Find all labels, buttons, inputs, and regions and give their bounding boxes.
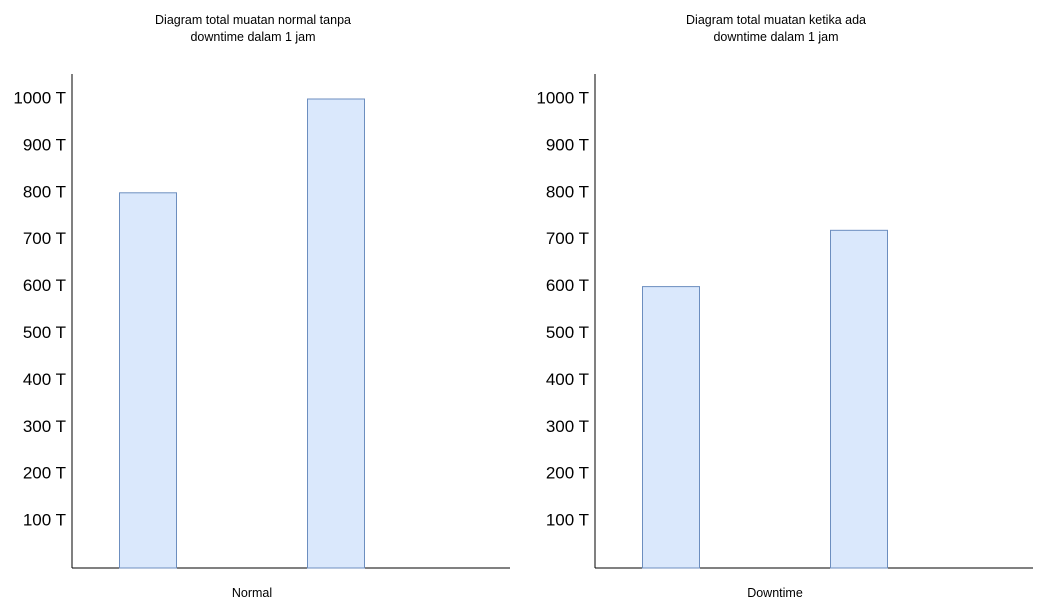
y-tick-label: 300 T	[546, 417, 589, 436]
chart-normal: Diagram total muatan normal tanpa downti…	[13, 13, 510, 600]
y-tick-label: 900 T	[546, 135, 589, 154]
chart-canvas: 100 T 200 T 300 T 400 T 500 T 600 T 700 T 800 T…	[536, 74, 1033, 600]
y-tick-label: 800 T	[23, 182, 66, 201]
chart-title: Diagram total muatan normal tanpa downti…	[155, 13, 351, 44]
y-tick-label: 200 T	[23, 464, 66, 483]
y-tick-label: 100 T	[23, 511, 66, 530]
bar	[830, 229, 888, 569]
y-tick-label: 500 T	[23, 323, 66, 342]
y-tick-label: 300 T	[23, 417, 66, 436]
y-tick-label: 200 T	[546, 464, 589, 483]
y-tick-label: 1000 T	[13, 88, 66, 107]
chart-downtime: Diagram total muatan ketika ada downtime…	[523, 0, 1046, 604]
y-tick-label: 600 T	[23, 276, 66, 295]
y-tick-label: 500 T	[546, 323, 589, 342]
bar	[119, 192, 177, 569]
y-tick-label: 100 T	[546, 511, 589, 530]
x-axis-label: Normal	[232, 586, 272, 600]
y-tick-label: 400 T	[23, 370, 66, 389]
x-axis-label: Downtime	[747, 586, 803, 600]
y-tick-label: 800 T	[546, 182, 589, 201]
y-tick-label: 900 T	[23, 135, 66, 154]
y-tick-label: 700 T	[23, 229, 66, 248]
chart-canvas: 100 T 200 T 300 T 400 T 500 T 600 T 700 T 800 T…	[13, 74, 510, 600]
y-tick-label: 600 T	[546, 276, 589, 295]
bar	[307, 98, 365, 569]
bar	[642, 286, 700, 569]
chart-title: Diagram total muatan ketika ada downtime…	[686, 13, 866, 44]
y-tick-label: 1000 T	[536, 88, 589, 107]
y-tick-label: 700 T	[546, 229, 589, 248]
y-tick-label: 400 T	[546, 370, 589, 389]
